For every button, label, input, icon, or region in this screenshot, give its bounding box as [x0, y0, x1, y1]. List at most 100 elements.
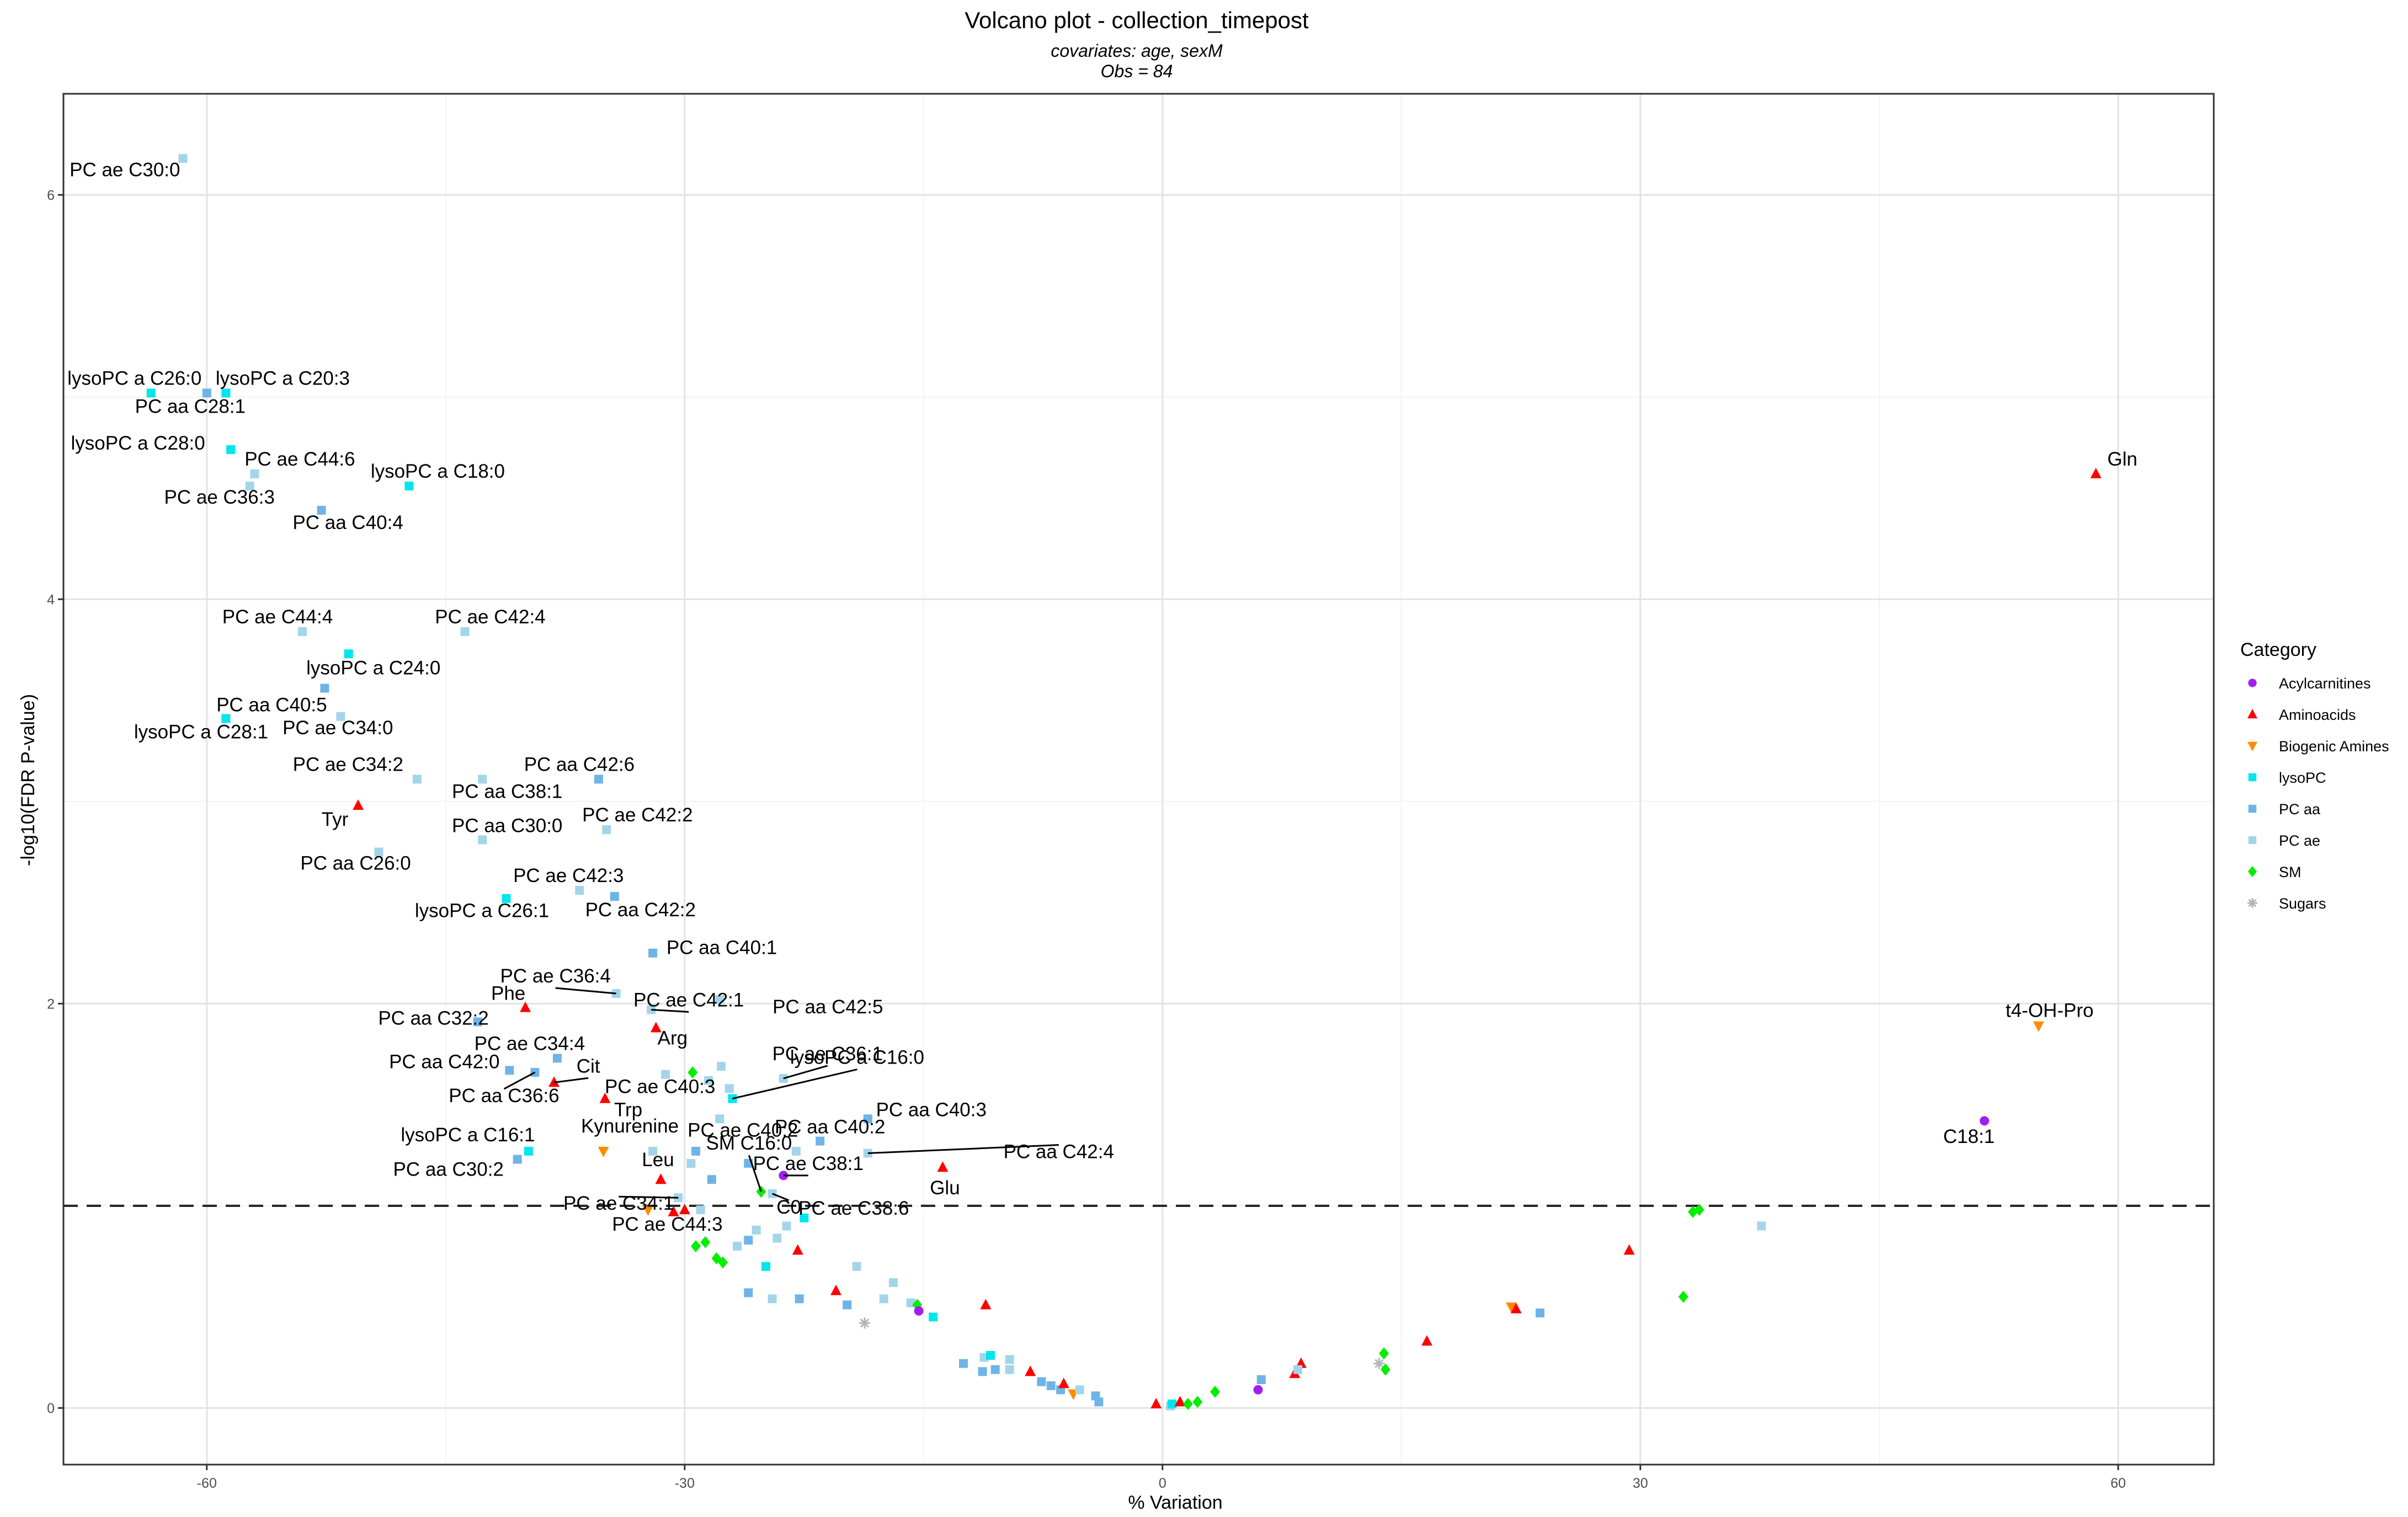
point-aminoacids [353, 799, 364, 810]
point-pc-aa [744, 1236, 753, 1245]
point-pc-aa [648, 948, 658, 958]
point-pc-aa [202, 388, 211, 398]
point-pc-ae [1005, 1365, 1014, 1374]
point-pc-ae [298, 627, 307, 636]
point-label: PC aa C42:6 [524, 754, 635, 776]
point-pc-aa [978, 1367, 987, 1376]
point-biogenic-amines [642, 1205, 654, 1216]
legend-title: Category [2240, 639, 2316, 660]
point-label: PC aa C40:3 [876, 1099, 987, 1120]
point-sm [1192, 1396, 1203, 1408]
point-sm [1678, 1290, 1688, 1303]
x-tick-label: 0 [1159, 1476, 1166, 1491]
point-aminoacids [1058, 1377, 1069, 1388]
point-pc-ae [888, 1278, 898, 1288]
point-pc-ae [1293, 1365, 1303, 1374]
point-pc-ae [374, 847, 383, 857]
point-aminoacids [1623, 1244, 1635, 1255]
legend-entry-label: Sugars [2279, 895, 2326, 912]
point-label: lysoPC a C26:0 [67, 367, 201, 389]
point-lysopc [800, 1213, 809, 1222]
point-label: PC ae C44:6 [244, 448, 355, 470]
point-pc-aa [1094, 1397, 1104, 1407]
point-pc-ae [336, 712, 345, 721]
point-lysopc [524, 1146, 533, 1156]
point-pc-ae [768, 1294, 777, 1304]
point-pc-ae [752, 1225, 761, 1235]
point-label: Trp [614, 1099, 642, 1121]
legend-entry-label: PC ae [2279, 832, 2320, 849]
point-label: Glu [930, 1177, 960, 1199]
legend-key-acylcarnitines [2248, 679, 2257, 687]
point-pc-aa [1256, 1375, 1266, 1385]
legend-entry-label: SM [2279, 864, 2302, 880]
point-label: PC ae C44:3 [612, 1214, 722, 1235]
point-aminoacids [2090, 468, 2102, 479]
point-biogenic-amines [598, 1146, 609, 1157]
point-sm [1379, 1347, 1389, 1360]
point-pc-ae [791, 1146, 801, 1156]
point-pc-aa [473, 1017, 482, 1027]
point-label: Phe [491, 983, 525, 1005]
label-leader-line [619, 1195, 679, 1199]
point-label: PC ae C36:3 [164, 487, 275, 508]
plot-border [62, 93, 2215, 1466]
point-label: PC aa C38:1 [452, 781, 562, 803]
x-axis-title: % Variation [1128, 1492, 1222, 1513]
point-label: lysoPC a C28:1 [134, 722, 268, 743]
point-lysopc [502, 894, 511, 903]
legend: Category Acylcarnitines Aminoacids Biogeni… [2240, 639, 2389, 912]
point-label: PC ae C42:4 [435, 606, 545, 628]
point-label: PC ae C34:4 [475, 1033, 585, 1054]
point-biogenic-amines [1505, 1302, 1517, 1313]
point-aminoacids [830, 1284, 842, 1295]
x-tick-label: 30 [1633, 1476, 1648, 1491]
y-tick-label: 6 [47, 188, 55, 203]
label-leader-line [783, 1065, 828, 1080]
point-aminoacids [650, 1022, 662, 1033]
point-pc-aa [707, 1175, 716, 1184]
point-label: Leu [642, 1149, 674, 1171]
point-label: PC ae C40:3 [605, 1076, 715, 1098]
legend-key-sugars [2247, 898, 2257, 908]
point-label: PC ae C30:0 [70, 159, 180, 180]
point-pc-ae [717, 1061, 726, 1071]
point-label: PC aa C40:2 [775, 1117, 885, 1138]
point-lysopc [221, 714, 231, 723]
legend-entry-label: Biogenic Amines [2279, 738, 2389, 755]
point-acylcarnitines [1253, 1385, 1263, 1395]
point-label: PC aa C26:0 [300, 852, 411, 874]
point-lysopc [929, 1312, 938, 1322]
y-axis-title: -log10(FDR P-value) [18, 694, 39, 866]
point-aminoacids [679, 1204, 690, 1215]
chart-subtitle-line-2: Obs = 84 [1101, 61, 1173, 81]
point-label: lysoPC a C16:1 [401, 1124, 535, 1146]
point-aminoacids [668, 1205, 679, 1216]
point-label: PC aa C40:5 [216, 695, 327, 716]
point-pc-aa [317, 506, 326, 515]
point-label: PC ae C34:0 [283, 717, 393, 739]
point-label: PC ae C36:1 [773, 1043, 883, 1065]
point-lysopc [221, 388, 231, 398]
point-pc-ae [852, 1262, 861, 1271]
point-pc-ae [412, 774, 422, 784]
point-aminoacids [792, 1244, 803, 1255]
point-pc-aa [990, 1365, 1000, 1374]
point-pc-ae [773, 1233, 782, 1243]
point-label: lysoPC a C28:0 [71, 432, 205, 454]
point-pc-aa [863, 1114, 872, 1124]
x-tick-label: -60 [197, 1476, 217, 1491]
point-label: Gln [2107, 448, 2137, 470]
point-aminoacids [980, 1299, 992, 1310]
legend-key-sm [2247, 866, 2257, 877]
asterisk-stroke [1375, 1359, 1384, 1368]
legend-entry-label: lysoPC [2279, 770, 2326, 786]
point-lysopc [1168, 1400, 1177, 1409]
point-sm [1210, 1386, 1221, 1398]
point-pc-ae [733, 1242, 742, 1251]
point-label: PC ae C44:4 [222, 606, 333, 628]
y-tick-label: 0 [47, 1401, 55, 1416]
point-sugars [1373, 1358, 1385, 1369]
point-pc-aa [320, 683, 329, 693]
